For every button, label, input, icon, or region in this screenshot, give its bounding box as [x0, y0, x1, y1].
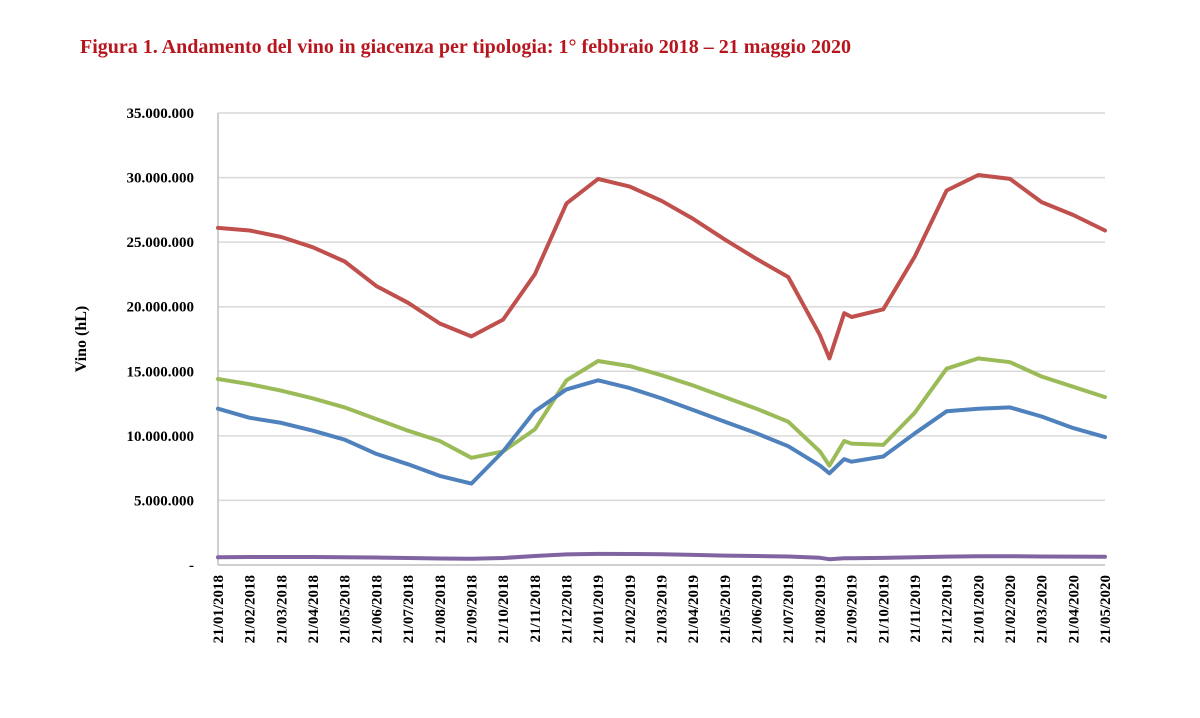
- x-tick-label: 21/03/2019: [655, 575, 671, 643]
- x-tick-label: 21/01/2018: [211, 575, 227, 643]
- x-tick-label: 21/10/2018: [496, 575, 512, 643]
- chart-title: Figura 1. Andamento del vino in giacenza…: [80, 36, 851, 58]
- x-tick-label: 21/11/2019: [908, 575, 924, 643]
- y-tick-label: 15.000.000: [127, 364, 195, 380]
- x-tick-label: 21/02/2019: [623, 575, 639, 643]
- x-tick-label: 21/12/2019: [940, 575, 956, 643]
- x-tick-label: 21/02/2020: [1003, 575, 1019, 643]
- x-tick-label: 21/02/2018: [243, 575, 259, 643]
- y-tick-label: 30.000.000: [127, 171, 195, 187]
- y-tick-label: -: [189, 558, 194, 574]
- series-line-2: [216, 356, 1107, 468]
- x-tick-label: 21/05/2020: [1098, 575, 1114, 643]
- x-tick-label: 21/07/2018: [401, 575, 417, 643]
- y-tick-label: 20.000.000: [127, 300, 195, 316]
- y-tick-label: 5.000.000: [134, 493, 194, 509]
- x-tick-label: 21/11/2018: [528, 575, 544, 643]
- series-line-4: [216, 551, 1107, 562]
- y-axis-label: Vino (hL): [73, 306, 90, 373]
- x-tick-label: 21/12/2018: [559, 575, 575, 643]
- x-tick-label: 21/06/2019: [750, 575, 766, 643]
- x-tick-label: 21/05/2018: [338, 575, 354, 643]
- x-tick-label: 21/03/2018: [274, 575, 290, 643]
- x-tick-label: 21/03/2020: [1035, 575, 1051, 643]
- y-tick-label: 10.000.000: [127, 429, 195, 445]
- x-tick-label: 21/05/2019: [718, 575, 734, 643]
- x-tick-label: 21/07/2019: [781, 575, 797, 643]
- x-tick-label: 21/09/2018: [464, 575, 480, 643]
- x-tick-label: 21/10/2019: [876, 575, 892, 643]
- x-tick-label: 21/01/2019: [591, 575, 607, 643]
- x-tick-label: 21/08/2018: [433, 575, 449, 643]
- x-tick-label: 21/09/2019: [845, 575, 861, 643]
- x-tick-label: 21/04/2018: [306, 575, 322, 643]
- y-tick-label: 25.000.000: [127, 235, 195, 251]
- x-tick-label: 21/04/2020: [1066, 575, 1082, 643]
- series-line-1: [216, 173, 1107, 361]
- x-tick-label: 21/08/2019: [813, 575, 829, 643]
- x-tick-label: 21/04/2019: [686, 575, 702, 643]
- x-tick-label: 21/01/2020: [971, 575, 987, 643]
- x-tick-label: 21/06/2018: [369, 575, 385, 643]
- y-tick-label: 35.000.000: [127, 106, 195, 122]
- series-line-3: [216, 378, 1107, 486]
